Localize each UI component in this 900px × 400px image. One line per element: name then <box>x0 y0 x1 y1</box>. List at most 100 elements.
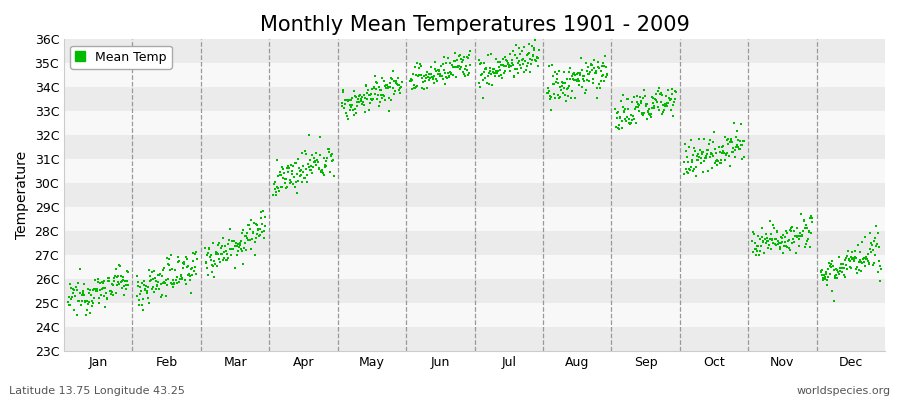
Point <box>142 267 157 273</box>
Point <box>732 137 746 143</box>
Point <box>406 71 420 77</box>
Point <box>112 263 127 269</box>
Point <box>368 73 382 79</box>
Point <box>446 72 460 78</box>
Point <box>732 146 746 152</box>
Point <box>595 63 609 69</box>
Point <box>134 288 148 294</box>
Point <box>642 106 656 112</box>
Point <box>389 78 403 85</box>
Point <box>85 298 99 304</box>
Point <box>481 73 495 80</box>
Point <box>873 262 887 269</box>
Point <box>141 300 156 306</box>
Point <box>791 233 806 239</box>
Point <box>636 95 651 101</box>
Point <box>598 78 612 84</box>
Point <box>587 56 601 63</box>
Point <box>205 269 220 275</box>
Point <box>655 111 670 118</box>
Point <box>782 226 796 233</box>
Point <box>198 259 212 265</box>
Point <box>395 79 410 85</box>
Point <box>590 59 605 65</box>
Point <box>143 278 157 284</box>
Point <box>118 278 132 285</box>
Point <box>482 68 497 74</box>
Point <box>508 52 522 58</box>
Point <box>843 254 858 260</box>
Point <box>461 55 475 62</box>
Point <box>101 275 115 281</box>
Point <box>822 274 836 280</box>
Point <box>590 94 604 101</box>
Point <box>499 68 513 74</box>
Point <box>652 90 667 97</box>
Point <box>103 275 117 281</box>
Point <box>266 192 281 198</box>
Point <box>258 214 273 220</box>
Point <box>505 59 519 66</box>
Point <box>304 169 319 176</box>
Point <box>88 277 103 283</box>
Point <box>583 61 598 68</box>
Point <box>771 241 786 247</box>
Point <box>693 146 707 153</box>
Point <box>63 280 77 287</box>
Point <box>765 236 779 243</box>
Point <box>629 104 643 110</box>
Point <box>750 248 764 254</box>
Point <box>169 276 184 283</box>
Point <box>868 234 883 241</box>
Point <box>79 307 94 313</box>
Point <box>140 288 155 294</box>
Point <box>363 92 377 98</box>
Point <box>802 228 816 235</box>
Point <box>102 278 116 284</box>
Point <box>428 66 442 72</box>
Point <box>691 157 706 163</box>
Point <box>418 78 433 84</box>
Point <box>198 245 212 252</box>
Point <box>440 70 454 76</box>
Point <box>155 273 169 280</box>
Point <box>321 146 336 152</box>
Point <box>853 249 868 255</box>
Point <box>747 240 761 247</box>
Point <box>107 275 122 281</box>
Point <box>339 110 354 116</box>
Point <box>800 224 814 231</box>
Point <box>216 235 230 241</box>
Point <box>861 261 876 268</box>
Point <box>84 291 98 298</box>
Point <box>608 123 623 130</box>
Point <box>234 246 248 253</box>
Point <box>422 77 436 84</box>
Point <box>868 222 883 229</box>
Point <box>148 268 162 274</box>
Point <box>407 82 421 88</box>
Point <box>694 155 708 161</box>
Point <box>865 247 879 254</box>
Point <box>556 80 571 86</box>
Point <box>833 265 848 271</box>
Point <box>595 73 609 79</box>
Point <box>107 278 122 284</box>
Point <box>521 51 535 57</box>
Point <box>211 250 225 257</box>
Point <box>365 86 380 92</box>
Point <box>349 94 364 100</box>
Point <box>756 239 770 245</box>
Point <box>664 86 679 92</box>
Point <box>829 272 843 278</box>
Point <box>341 98 356 104</box>
Point <box>867 260 881 267</box>
Point <box>625 99 639 106</box>
Point <box>778 239 792 245</box>
Point <box>130 273 144 279</box>
Point <box>437 66 452 73</box>
Point <box>414 63 428 69</box>
Point <box>241 222 256 228</box>
Point <box>725 149 740 156</box>
Point <box>580 64 595 70</box>
